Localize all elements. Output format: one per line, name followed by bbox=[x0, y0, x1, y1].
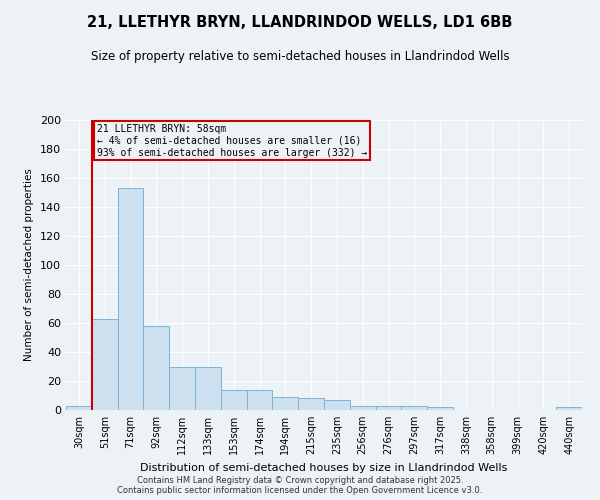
Bar bbox=[298, 398, 324, 410]
Bar bbox=[401, 406, 427, 410]
Bar bbox=[272, 397, 298, 410]
Bar bbox=[143, 326, 169, 410]
Text: 21 LLETHYR BRYN: 58sqm
← 4% of semi-detached houses are smaller (16)
93% of semi: 21 LLETHYR BRYN: 58sqm ← 4% of semi-deta… bbox=[97, 124, 367, 158]
Bar bbox=[66, 406, 92, 410]
Bar bbox=[324, 400, 350, 410]
Bar bbox=[427, 407, 453, 410]
Bar bbox=[376, 406, 401, 410]
Text: Size of property relative to semi-detached houses in Llandrindod Wells: Size of property relative to semi-detach… bbox=[91, 50, 509, 63]
Bar bbox=[169, 366, 195, 410]
X-axis label: Distribution of semi-detached houses by size in Llandrindod Wells: Distribution of semi-detached houses by … bbox=[140, 462, 508, 472]
Bar bbox=[247, 390, 272, 410]
Text: 21, LLETHYR BRYN, LLANDRINDOD WELLS, LD1 6BB: 21, LLETHYR BRYN, LLANDRINDOD WELLS, LD1… bbox=[88, 15, 512, 30]
Bar bbox=[350, 406, 376, 410]
Bar bbox=[92, 318, 118, 410]
Y-axis label: Number of semi-detached properties: Number of semi-detached properties bbox=[25, 168, 34, 362]
Bar bbox=[118, 188, 143, 410]
Bar bbox=[195, 366, 221, 410]
Bar bbox=[556, 407, 582, 410]
Bar bbox=[221, 390, 247, 410]
Text: Contains HM Land Registry data © Crown copyright and database right 2025.
Contai: Contains HM Land Registry data © Crown c… bbox=[118, 476, 482, 495]
